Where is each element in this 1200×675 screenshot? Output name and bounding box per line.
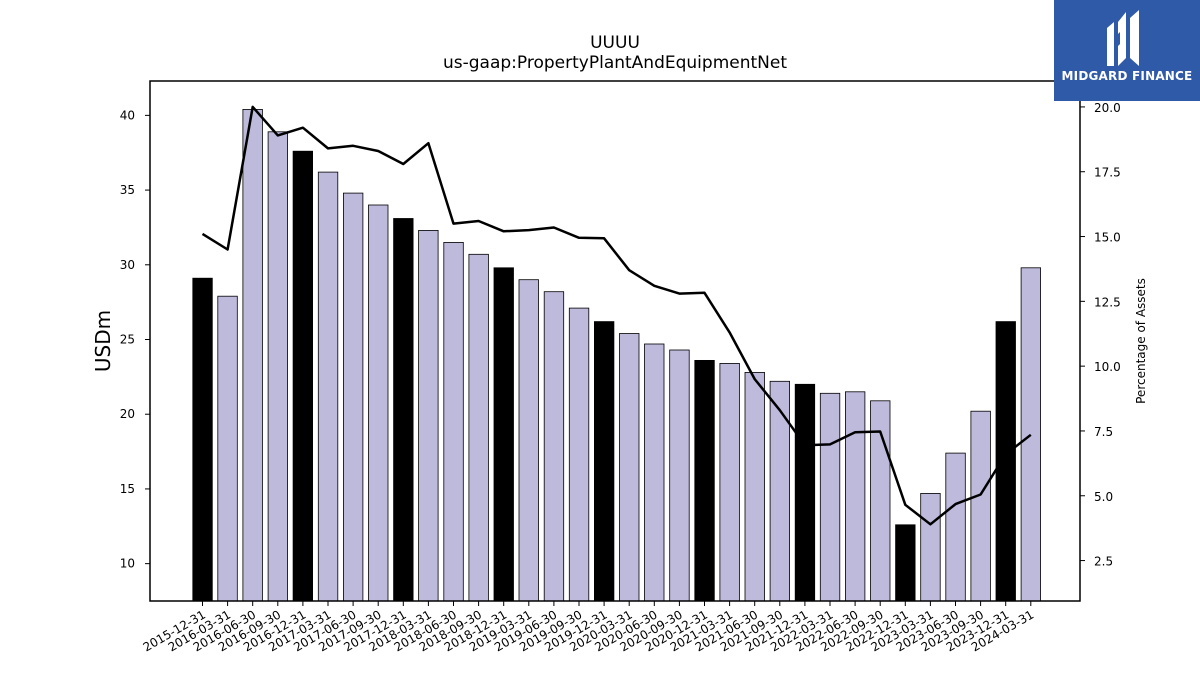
- y-tick-label-20: 20: [120, 407, 135, 421]
- bar-2022-03-31: [819, 392, 841, 602]
- bar-2019-09-30: [568, 307, 590, 602]
- y-tick-label-40: 40: [120, 108, 135, 122]
- bar-2017-09-30: [368, 204, 389, 602]
- y2-tick-label-20: 20.0: [1094, 101, 1121, 115]
- bar-2017-12-31: [393, 218, 414, 602]
- x-axis: 2015-12-312016-03-312016-06-302016-09-30…: [141, 601, 1036, 654]
- y-tick-label-30: 30: [120, 258, 135, 272]
- y2-tick-label-7.5: 7.5: [1094, 425, 1113, 439]
- chart-title: UUUU: [590, 33, 640, 53]
- plot-frame: [149, 80, 1081, 602]
- bar-series: [192, 109, 1041, 602]
- y-tick-label-25: 25: [120, 333, 135, 347]
- bar-2018-09-30: [468, 253, 489, 602]
- bar-2023-09-30: [970, 410, 991, 602]
- bar-2021-03-31: [719, 362, 740, 602]
- percentage-line: [201, 105, 1032, 526]
- bar-2019-12-31: [594, 321, 615, 602]
- bar-2017-06-30: [342, 192, 364, 602]
- bar-2017-03-31: [317, 171, 339, 602]
- y2-axis-label: Percentage of Assets: [1134, 278, 1148, 404]
- bar-2021-06-30: [744, 371, 765, 602]
- midgard-logo-icon: [1107, 10, 1139, 66]
- y-tick-label-15: 15: [120, 482, 135, 496]
- bar-2016-03-31: [217, 295, 238, 602]
- y-tick-label-10: 10: [120, 557, 135, 571]
- bar-2019-06-30: [543, 291, 565, 602]
- y2-tick-label-10: 10.0: [1094, 360, 1121, 374]
- bar-2016-06-30: [242, 109, 263, 602]
- bar-2019-03-31: [518, 279, 539, 602]
- y-axis-right: 2.5 5.0 7.5 10.0 12.5 15.0 17.5 20.0: [1080, 101, 1121, 569]
- y-tick-label-35: 35: [120, 183, 135, 197]
- bar-2021-09-30: [769, 380, 790, 602]
- y2-tick-label-12.5: 12.5: [1094, 295, 1121, 309]
- bar-2016-09-30: [267, 131, 289, 602]
- bar-2018-06-30: [443, 241, 464, 602]
- y-axis-label: USDm: [91, 310, 115, 372]
- bar-2020-03-31: [619, 333, 640, 602]
- bar-2023-12-31: [995, 321, 1016, 602]
- bar-2021-12-31: [794, 383, 816, 602]
- bar-2024-03-31: [1020, 267, 1041, 602]
- y2-tick-label-15: 15.0: [1094, 231, 1121, 245]
- chart-subtitle: us-gaap:PropertyPlantAndEquipmentNet: [443, 53, 787, 73]
- bar-2023-06-30: [945, 452, 966, 602]
- bar-2022-06-30: [845, 391, 866, 602]
- logo-text: MIDGARD FINANCE: [1061, 69, 1193, 83]
- bar-2020-12-31: [694, 359, 715, 602]
- bar-2018-03-31: [418, 229, 439, 602]
- midgard-finance-logo: MIDGARD FINANCE: [1054, 0, 1200, 101]
- bar-2015-12-31: [192, 277, 213, 602]
- bar-2022-12-31: [895, 524, 916, 602]
- bar-2020-09-30: [669, 349, 690, 602]
- line-series: [201, 105, 1032, 526]
- bar-2020-06-30: [644, 343, 665, 602]
- y2-tick-label-5: 5.0: [1094, 490, 1113, 504]
- y2-tick-label-17.5: 17.5: [1094, 166, 1121, 180]
- bar-2016-12-31: [292, 150, 314, 602]
- y2-tick-label-2.5: 2.5: [1094, 555, 1113, 569]
- y-axis-left: 10 15 20 25 30 35 40: [120, 108, 150, 571]
- bar-2018-12-31: [493, 267, 514, 602]
- bar-2023-03-31: [920, 492, 941, 602]
